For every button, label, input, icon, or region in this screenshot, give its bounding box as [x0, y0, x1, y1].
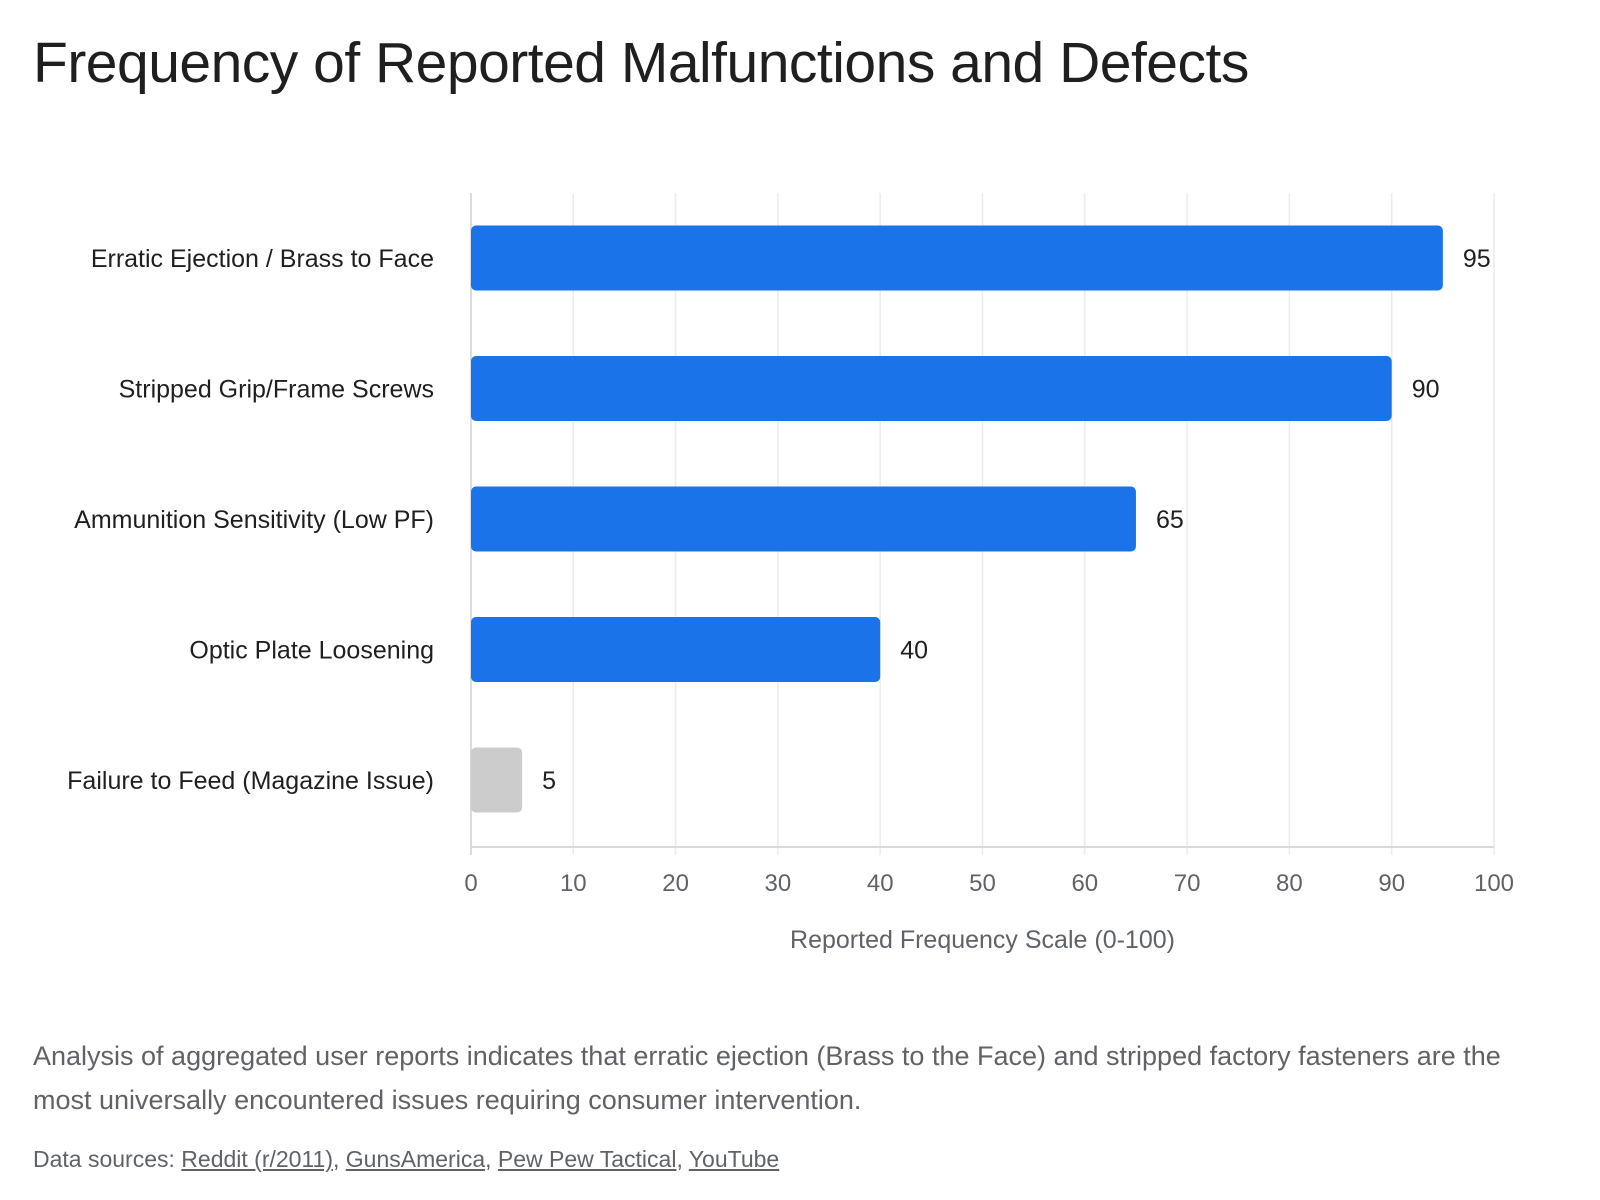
source-link-youtube[interactable]: YouTube — [688, 1146, 780, 1172]
x-tick-label: 90 — [1378, 870, 1405, 897]
x-tick-label: 20 — [662, 870, 689, 897]
source-link-gunsamerica[interactable]: GunsAmerica — [345, 1146, 486, 1172]
source-link-reddit[interactable]: Reddit (r/2011) — [181, 1146, 333, 1172]
data-sources: Data sources: Reddit (r/2011), GunsAmeri… — [33, 1146, 780, 1172]
bar — [471, 356, 1392, 421]
bar — [471, 225, 1443, 291]
y-category-label: Optic Plate Loosening — [189, 637, 434, 665]
data-label: 90 — [1412, 376, 1440, 404]
source-link-pew-pew-tactical[interactable]: Pew Pew Tactical — [497, 1146, 677, 1172]
chart-title: Frequency of Reported Malfunctions and D… — [33, 31, 1249, 95]
x-tick-label: 60 — [1071, 870, 1098, 897]
bar — [471, 617, 881, 682]
x-tick-label: 100 — [1474, 870, 1514, 897]
y-category-label: Failure to Feed (Magazine Issue) — [67, 767, 434, 795]
x-tick-label: 50 — [969, 870, 996, 897]
summary-text: Analysis of aggregated user reports indi… — [33, 1041, 1501, 1115]
x-tick-label: 0 — [464, 870, 477, 897]
data-label: 40 — [900, 637, 928, 665]
data-label: 95 — [1463, 245, 1491, 273]
data-label: 5 — [542, 767, 556, 795]
bar-chart: 0 10 20 30 40 50 60 70 80 90 100 Erratic Ejection /… — [67, 193, 1514, 954]
x-tick-label: 80 — [1276, 870, 1303, 897]
x-tick-label: 70 — [1174, 870, 1201, 897]
x-axis-title: Reported Frequency Scale (0-100) — [790, 926, 1175, 954]
x-tick-label: 40 — [867, 870, 894, 897]
x-tick-label: 10 — [560, 870, 587, 897]
x-tick-label: 30 — [765, 870, 792, 897]
y-category-label: Ammunition Sensitivity (Low PF) — [74, 506, 434, 534]
y-category-label: Erratic Ejection / Brass to Face — [91, 245, 434, 273]
sources-label: Data sources: — [33, 1146, 182, 1172]
data-label: 65 — [1156, 506, 1184, 534]
y-category-label: Stripped Grip/Frame Screws — [119, 376, 434, 404]
bar — [471, 747, 523, 813]
bar — [471, 486, 1136, 552]
